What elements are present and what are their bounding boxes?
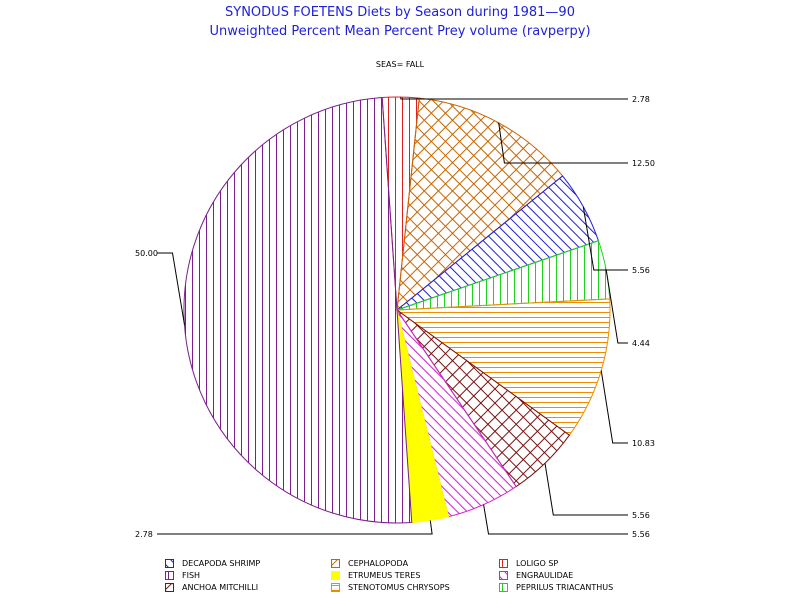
chart-subtitle: Unweighted Percent Mean Percent Prey vol…	[209, 24, 591, 39]
slice-label-cephalopoda: 12.50	[632, 159, 655, 168]
pie-slice-stenotomus-chrysops	[395, 298, 611, 436]
legend-label: ENGRAULIDAE	[516, 570, 574, 580]
legend-swatch-anchoa-mitchilli	[165, 582, 174, 592]
slice-label-stenotomus-chrysops: 10.83	[632, 439, 655, 448]
legend-label: FISH	[182, 570, 201, 580]
legend-swatch-decapoda-shrimp	[165, 558, 174, 568]
legend-label: CEPHALOPODA	[348, 558, 409, 568]
legend-swatch-fish	[165, 570, 174, 580]
leader-line-fish	[157, 252, 185, 325]
slice-label-anchoa-mitchilli: 5.56	[632, 511, 650, 520]
slice-label-etrumeus-teres: 2.78	[135, 530, 153, 539]
slice-label-loligo-sp: 2.78	[632, 95, 650, 104]
legend-label: ETRUMEUS TERES	[348, 570, 421, 580]
chart-title: SYNODUS FOETENS Diets by Season during 1…	[225, 5, 575, 20]
legend-label: STENOTOMUS CHRYSOPS	[348, 582, 450, 592]
leader-line-anchoa-mitchilli	[544, 463, 628, 516]
leader-line-loligo-sp	[400, 96, 628, 100]
leader-line-etrumeus-teres	[157, 520, 433, 535]
legend-item-decapoda-shrimp: DECAPODA SHRIMP	[165, 558, 260, 568]
legend-swatch-engraulidae	[499, 570, 508, 580]
leader-line-engraulidae	[483, 504, 628, 535]
slice-label-engraulidae: 5.56	[632, 530, 650, 539]
legend-item-anchoa-mitchilli: ANCHOA MITCHILLI	[165, 582, 258, 592]
legend-swatch-cephalopoda	[331, 558, 340, 568]
slice-label-fish: 50.00	[135, 249, 158, 258]
slice-label-peprilus-triacanthus: 4.44	[632, 339, 650, 348]
pie-slice-fish	[183, 96, 413, 524]
legend-label: LOLIGO SP	[516, 558, 559, 568]
leader-line-peprilus-triacanthus	[605, 269, 628, 344]
legend-swatch-stenotomus-chrysops	[331, 582, 340, 592]
legend-swatch-peprilus-triacanthus	[499, 582, 508, 592]
legend-item-stenotomus-chrysops: STENOTOMUS CHRYSOPS	[331, 582, 450, 592]
legend-swatch-etrumeus-teres	[331, 570, 340, 580]
legend-item-fish: FISH	[165, 570, 200, 580]
leader-line-stenotomus-chrysops	[600, 370, 628, 444]
season-label: SEAS= FALL	[375, 60, 425, 69]
legend-swatch-loligo-sp	[499, 558, 508, 568]
leader-line-cephalopoda	[498, 122, 628, 164]
legend-item-engraulidae: ENGRAULIDAE	[499, 570, 573, 580]
leader-line-decapoda-shrimp	[582, 206, 628, 271]
legend-label: DECAPODA SHRIMP	[182, 558, 261, 568]
legend-item-peprilus-triacanthus: PEPRILUS TRIACANTHUS	[499, 582, 613, 592]
legend-item-cephalopoda: CEPHALOPODA	[331, 558, 408, 568]
legend-item-etrumeus-teres: ETRUMEUS TERES	[331, 570, 420, 580]
legend-label: PEPRILUS TRIACANTHUS	[516, 582, 614, 592]
slice-label-decapoda-shrimp: 5.56	[632, 266, 650, 275]
legend-item-loligo-sp: LOLIGO SP	[499, 558, 558, 568]
legend-label: ANCHOA MITCHILLI	[182, 582, 259, 592]
